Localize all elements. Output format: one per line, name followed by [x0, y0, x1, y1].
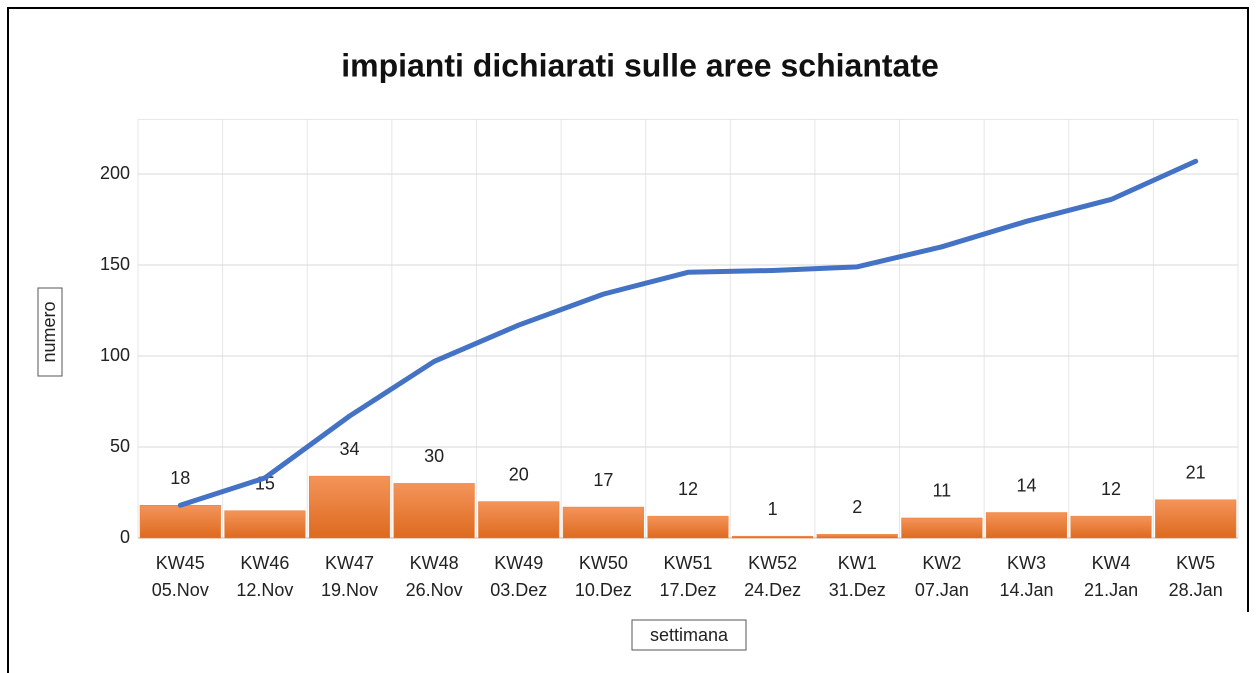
x-tick-label: KW50 — [579, 553, 628, 573]
data-label: 17 — [593, 470, 613, 490]
bar — [562, 506, 644, 539]
x-tick-label: KW2 — [922, 553, 961, 573]
data-label: 20 — [509, 464, 529, 484]
x-tick-label: KW4 — [1092, 553, 1131, 573]
data-label: 12 — [678, 479, 698, 499]
x-tick-label: KW5 — [1176, 553, 1215, 573]
x-tick-label: 12.Nov — [236, 580, 293, 600]
x-tick-label: 17.Dez — [659, 580, 716, 600]
data-label: 11 — [933, 481, 952, 501]
bar — [139, 504, 221, 539]
y-tick-label: 150 — [100, 254, 130, 274]
y-tick-label: 100 — [100, 345, 130, 365]
x-tick-label: KW3 — [1007, 553, 1046, 573]
x-tick-label: 03.Dez — [490, 580, 547, 600]
line — [177, 158, 1199, 508]
x-tick-label: KW45 — [156, 553, 205, 573]
x-tick-label: KW51 — [663, 553, 712, 573]
x-tick-label: KW52 — [748, 553, 797, 573]
x-tick-label: 10.Dez — [575, 580, 632, 600]
x-tick-label: 07.Jan — [915, 580, 969, 600]
frame — [7, 7, 1249, 673]
x-tick-label: 19.Nov — [321, 580, 378, 600]
x-tick-label: KW46 — [240, 553, 289, 573]
x-label-box — [631, 619, 747, 651]
bar — [224, 510, 306, 539]
x-tick-label: KW47 — [325, 553, 374, 573]
x-tick-label: 31.Dez — [829, 580, 886, 600]
x-tick-label: KW48 — [410, 553, 459, 573]
bar — [901, 517, 983, 539]
bar — [732, 535, 814, 539]
data-label: 30 — [424, 446, 444, 466]
data-label: 21 — [1186, 463, 1206, 483]
bar — [1070, 515, 1152, 539]
data-label: 1 — [768, 499, 778, 519]
bar — [393, 483, 475, 539]
x-tick-label: 26.Nov — [406, 580, 463, 600]
y-tick-label: 50 — [110, 436, 130, 456]
bar — [816, 534, 898, 539]
bar — [647, 515, 729, 539]
x-tick-label: 14.Jan — [999, 580, 1053, 600]
data-label: 18 — [170, 468, 190, 488]
data-label: 34 — [340, 439, 360, 459]
bar — [478, 501, 560, 539]
data-label: 12 — [1101, 479, 1121, 499]
bar — [308, 475, 391, 539]
y-tick-label: 200 — [100, 163, 130, 183]
chart-title: impianti dichiarati sulle aree schiantat… — [341, 47, 939, 83]
data-label: 2 — [852, 497, 862, 517]
x-tick-label: KW1 — [838, 553, 877, 573]
x-tick-label: 05.Nov — [152, 580, 209, 600]
data-label: 14 — [1016, 475, 1036, 495]
x-tick-label: 28.Jan — [1169, 580, 1223, 600]
y-axis-label: numero — [39, 301, 59, 362]
bar — [985, 512, 1068, 539]
y-label-box — [37, 287, 63, 377]
x-tick-label: 21.Jan — [1084, 580, 1138, 600]
x-axis-label: settimana — [650, 625, 729, 645]
bar — [1155, 499, 1237, 539]
x-tick-label: KW49 — [494, 553, 543, 573]
y-tick-label: 0 — [120, 527, 130, 547]
x-tick-label: 24.Dez — [744, 580, 801, 600]
